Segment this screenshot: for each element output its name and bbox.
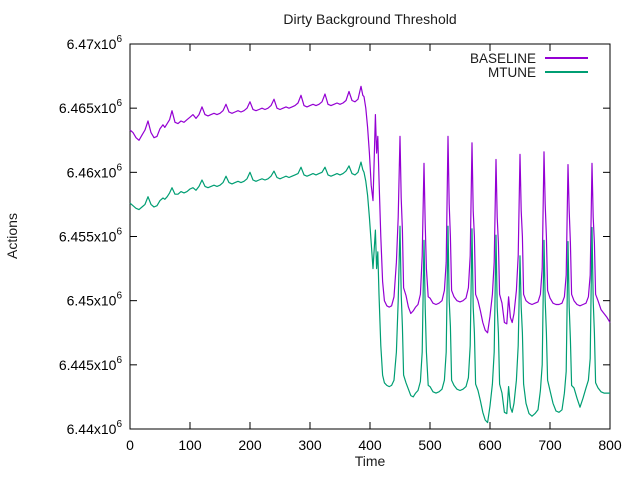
legend-item-baseline: BASELINE	[469, 50, 588, 66]
x-tick-label: 800	[598, 437, 622, 453]
x-tick-label: 100	[178, 437, 202, 453]
legend: BASELINE MTUNE	[469, 50, 588, 80]
x-axis-label: Time	[354, 453, 386, 469]
legend-label-mtune: MTUNE	[488, 64, 536, 80]
y-tick-label: 6.455x106	[59, 227, 123, 245]
y-tick-label: 6.465x106	[59, 98, 123, 116]
x-tick-label: 400	[358, 437, 382, 453]
x-tick-label: 300	[298, 437, 322, 453]
y-tick-label: 6.445x106	[59, 355, 123, 373]
plot-border	[129, 43, 611, 430]
x-tick-label: 0	[126, 437, 134, 453]
legend-item-mtune: MTUNE	[470, 64, 588, 80]
x-tick-label: 500	[418, 437, 442, 453]
chart-title: Dirty Background Threshold	[283, 11, 457, 27]
y-tick-label: 6.47x106	[67, 34, 123, 52]
mtune-line-swatch	[545, 71, 588, 73]
x-tick-label: 600	[478, 437, 502, 453]
baseline-line-swatch	[545, 57, 588, 59]
y-tick-label: 6.44x106	[67, 419, 123, 437]
baseline-series-line	[129, 85, 611, 334]
x-tick-label: 700	[538, 437, 562, 453]
legend-label-baseline: BASELINE	[469, 50, 536, 66]
mtune-series-line	[129, 161, 610, 424]
x-tick-label: 200	[238, 437, 262, 453]
y-tick-label: 6.45x106	[67, 291, 123, 309]
y-tick-label: 6.46x106	[67, 162, 123, 180]
